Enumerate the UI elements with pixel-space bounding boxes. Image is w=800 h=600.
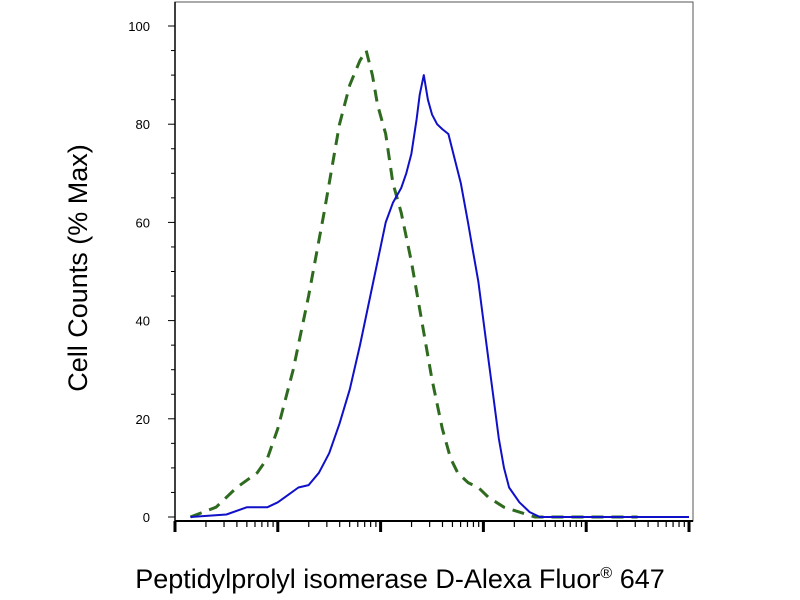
series-line-dashed: [189, 49, 638, 519]
plot-frame: [174, 1, 694, 522]
y-tick-label: 100: [128, 19, 150, 34]
series-layer: [189, 49, 689, 519]
x-axis-ticks: [173, 521, 691, 532]
y-tick-label: 0: [143, 510, 150, 525]
y-axis-ticks: 0 20 40 60 80 100: [128, 19, 175, 525]
y-tick-label: 80: [136, 117, 150, 132]
y-tick-label: 40: [136, 314, 150, 329]
x-axis-title-main: Peptidylprolyl isomerase D-Alexa Fluor: [135, 564, 600, 594]
x-axis-title-suffix: 647: [612, 564, 665, 594]
y-axis-title: Cell Counts (% Max): [63, 144, 93, 392]
x-axis-title-superscript: ®: [600, 565, 612, 582]
x-axis-title: Peptidylprolyl isomerase D-Alexa Fluor® …: [135, 564, 665, 594]
y-tick-label: 60: [136, 215, 150, 230]
series-line-solid: [190, 74, 689, 518]
y-tick-label: 20: [136, 412, 150, 427]
